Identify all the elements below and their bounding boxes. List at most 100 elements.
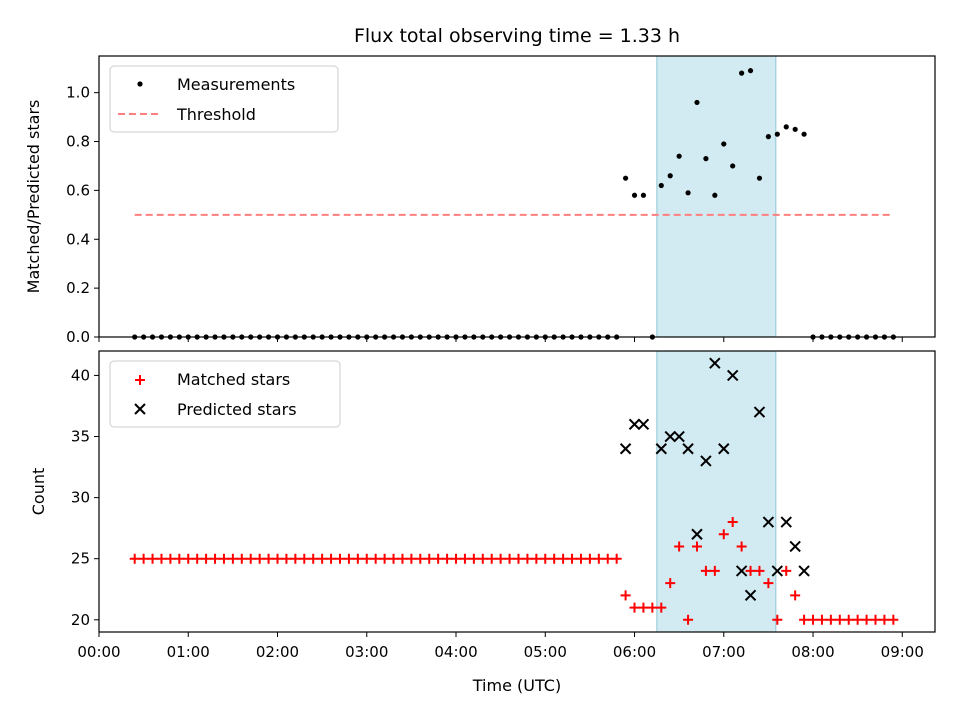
legend-matched-marker xyxy=(135,375,145,385)
point-matched-stars-71 xyxy=(763,578,774,589)
point-matched-stars-61 xyxy=(674,541,685,552)
point-matched-stars-81 xyxy=(852,614,863,625)
point-matched-stars-31 xyxy=(406,553,417,564)
point-matched-stars-39 xyxy=(477,553,488,564)
point-matched-stars-10 xyxy=(218,553,229,564)
point-measurements-56 xyxy=(631,192,638,198)
point-predicted-stars-3 xyxy=(655,443,667,455)
point-matched-stars-22 xyxy=(326,553,337,564)
x-tick-label-0800: 08:00 xyxy=(791,643,834,661)
point-matched-stars-4 xyxy=(165,553,176,564)
point-matched-stars-0 xyxy=(129,553,140,564)
point-measurements-72 xyxy=(774,131,780,137)
point-matched-stars-50 xyxy=(575,553,586,564)
point-predicted-stars-14 xyxy=(753,406,766,418)
point-matched-stars-79 xyxy=(834,614,845,625)
point-matched-stars-3 xyxy=(156,553,167,564)
point-matched-stars-51 xyxy=(584,553,595,564)
point-predicted-stars-2 xyxy=(637,418,650,431)
point-matched-stars-66 xyxy=(718,529,729,540)
top-legend-box xyxy=(109,65,339,133)
x-tick-label-0100: 01:00 xyxy=(167,643,210,661)
point-matched-stars-82 xyxy=(861,614,872,625)
point-measurements-75 xyxy=(801,131,807,137)
point-matched-stars-24 xyxy=(343,553,354,564)
x-tick-label-0200: 02:00 xyxy=(256,643,299,661)
point-matched-stars-43 xyxy=(513,553,524,564)
point-matched-stars-2 xyxy=(147,553,158,564)
point-predicted-stars-13 xyxy=(744,589,757,602)
y-tick-label-1-25: 25 xyxy=(71,550,90,568)
point-matched-stars-54 xyxy=(611,553,622,564)
x-tick-label-0000: 00:00 xyxy=(77,643,120,661)
point-matched-stars-20 xyxy=(308,553,319,564)
point-matched-stars-32 xyxy=(415,553,426,564)
y-tick-label-1-20: 20 xyxy=(71,611,90,629)
point-matched-stars-36 xyxy=(451,553,462,564)
point-matched-stars-55 xyxy=(620,590,631,601)
point-matched-stars-85 xyxy=(888,614,899,625)
point-measurements-61 xyxy=(676,153,682,159)
x-tick-label-0300: 03:00 xyxy=(345,643,388,661)
point-matched-stars-56 xyxy=(629,602,640,613)
point-matched-stars-65 xyxy=(709,565,720,576)
point-matched-stars-42 xyxy=(504,553,515,564)
point-matched-stars-45 xyxy=(531,553,542,564)
point-measurements-55 xyxy=(622,175,629,181)
point-matched-stars-76 xyxy=(808,614,819,625)
legend-predicted-label: Predicted stars xyxy=(177,400,297,419)
point-matched-stars-16 xyxy=(272,553,283,564)
point-matched-stars-21 xyxy=(317,553,328,564)
legend-measurements-label: Measurements xyxy=(177,75,295,94)
legend-predicted-marker xyxy=(134,403,146,415)
point-predicted-stars-17 xyxy=(780,516,792,528)
point-measurements-62 xyxy=(685,190,691,196)
legend-threshold-label: Threshold xyxy=(176,105,256,124)
point-predicted-stars-7 xyxy=(691,528,703,540)
y-tick-label-1-40: 40 xyxy=(71,366,90,384)
x-tick-label-0900: 09:00 xyxy=(881,643,924,661)
point-matched-stars-8 xyxy=(201,553,212,564)
point-matched-stars-44 xyxy=(522,553,533,564)
point-matched-stars-12 xyxy=(236,553,247,564)
bottom-y-axis-label: Count xyxy=(29,468,48,516)
point-matched-stars-48 xyxy=(558,553,569,564)
point-measurements-57 xyxy=(640,192,647,198)
top-panel: 0.0 0.2 0.4 0.6 0.8 1.0 Matched/Predicted sta… xyxy=(24,55,936,346)
point-matched-stars-6 xyxy=(183,553,194,564)
point-matched-stars-84 xyxy=(879,614,890,625)
point-matched-stars-9 xyxy=(210,553,221,564)
point-measurements-71 xyxy=(765,134,771,140)
point-matched-stars-38 xyxy=(468,553,479,564)
point-matched-stars-62 xyxy=(683,614,694,625)
point-matched-stars-34 xyxy=(433,553,444,564)
bottom-legend: Matched stars Predicted stars xyxy=(109,360,341,428)
point-matched-stars-46 xyxy=(540,553,551,564)
bottom-panel: 00:00 01:00 02:00 03:00 04:00 05:00 06:00 07:00… xyxy=(29,350,936,661)
point-matched-stars-49 xyxy=(567,553,578,564)
point-matched-stars-1 xyxy=(138,553,149,564)
point-predicted-stars-6 xyxy=(682,443,694,455)
point-predicted-stars-11 xyxy=(726,369,739,382)
x-tick-label-0500: 05:00 xyxy=(524,643,567,661)
point-matched-stars-83 xyxy=(870,614,881,625)
observing-span-1 xyxy=(656,350,777,633)
point-matched-stars-13 xyxy=(245,553,256,564)
point-matched-stars-68 xyxy=(736,541,747,552)
point-measurements-70 xyxy=(756,175,763,181)
point-predicted-stars-12 xyxy=(735,565,748,577)
point-matched-stars-69 xyxy=(745,565,756,576)
point-predicted-stars-15 xyxy=(762,516,775,528)
point-matched-stars-52 xyxy=(593,553,604,564)
point-matched-stars-28 xyxy=(379,553,390,564)
point-matched-stars-5 xyxy=(174,553,185,564)
point-matched-stars-37 xyxy=(459,553,470,564)
point-matched-stars-11 xyxy=(227,553,238,564)
point-matched-stars-53 xyxy=(602,553,613,564)
bottom-panel-frame xyxy=(98,350,936,633)
point-matched-stars-27 xyxy=(370,553,381,564)
point-measurements-65 xyxy=(712,192,718,198)
legend-matched-label: Matched stars xyxy=(177,370,290,389)
y-tick-label-0-0.8: 0.8 xyxy=(66,133,90,151)
y-tick-label-1-30: 30 xyxy=(71,489,90,507)
